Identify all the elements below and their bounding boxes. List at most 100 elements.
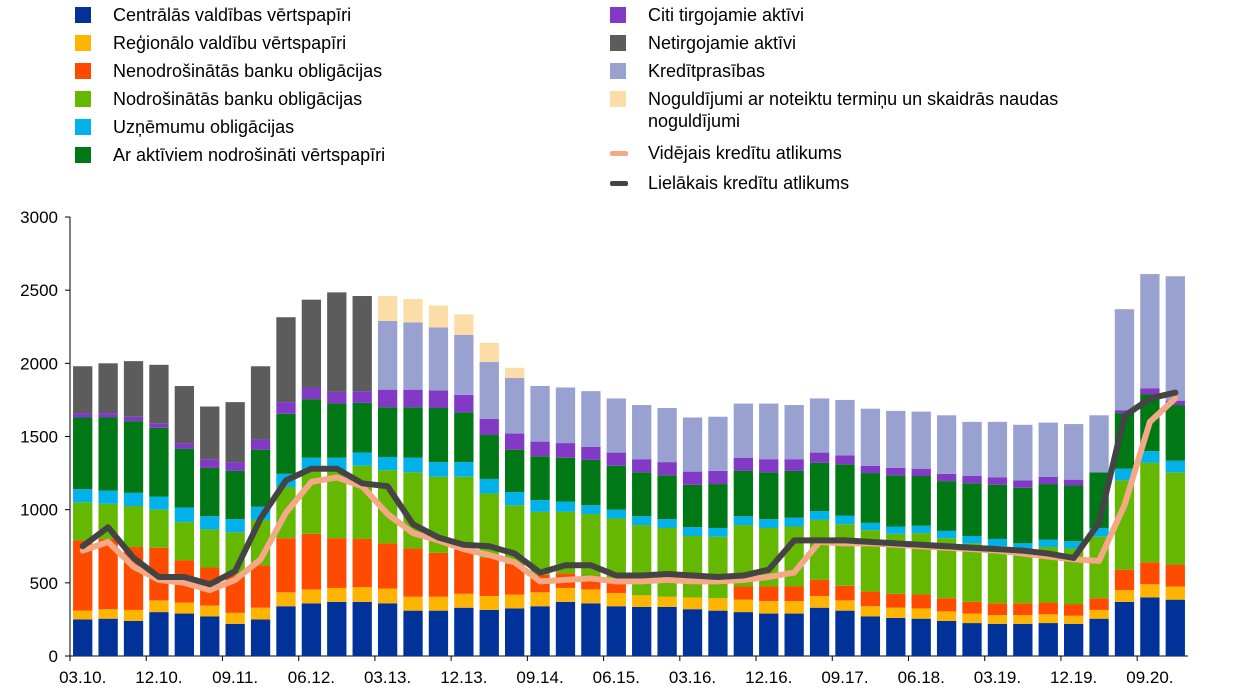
bar-segment xyxy=(1140,274,1160,389)
bar-segment xyxy=(250,449,271,507)
bar-segment xyxy=(377,456,398,471)
bar-segment xyxy=(581,391,601,447)
bar-segment xyxy=(403,298,423,323)
bar-segment xyxy=(327,391,347,404)
bar-segment xyxy=(123,421,144,493)
x-tick-label: 12.16. xyxy=(745,668,792,687)
bar-segment xyxy=(657,475,677,520)
bar-segment xyxy=(428,462,449,477)
bar-segment xyxy=(886,410,906,468)
bar-segment xyxy=(835,399,855,456)
bar-segment xyxy=(301,533,322,590)
bar-segment xyxy=(1038,476,1058,485)
bar-segment xyxy=(733,403,753,458)
bar-segment xyxy=(454,476,474,550)
bar-segment xyxy=(1089,609,1109,619)
bar-segment xyxy=(428,596,449,611)
bar-segment xyxy=(1165,472,1185,565)
bar-segment xyxy=(530,456,550,501)
bar-segment xyxy=(860,473,881,523)
bar-segment xyxy=(403,457,423,473)
bar-segment xyxy=(225,402,245,463)
x-tick-label: 09.11. xyxy=(212,668,258,687)
bar-segment xyxy=(784,517,804,527)
series-line xyxy=(79,389,1179,588)
bar-segment xyxy=(632,459,652,473)
x-tick-label: 12.13. xyxy=(440,668,487,687)
bar-segment xyxy=(98,417,118,491)
bar-segment xyxy=(1165,586,1185,600)
bar-segment xyxy=(809,579,830,597)
bar-segment xyxy=(911,525,931,534)
bar-segment xyxy=(581,505,601,515)
legend-swatch xyxy=(75,91,91,107)
bar-segment xyxy=(987,421,1008,478)
bar-segment xyxy=(1165,276,1185,401)
bar-segment xyxy=(73,619,93,656)
bar-segment xyxy=(276,317,296,403)
bar-segment xyxy=(606,465,626,510)
bar-segment xyxy=(835,515,855,525)
legend-label: Centrālās valdības vērtspapīri xyxy=(113,5,352,25)
bar-segment xyxy=(98,618,118,656)
bar-segment xyxy=(657,407,677,463)
bar-segment xyxy=(936,620,957,656)
bar-segment xyxy=(530,500,550,512)
bar-segment xyxy=(479,478,499,494)
bar-segment xyxy=(911,411,931,469)
bar-segment xyxy=(1140,451,1160,463)
bar-segment xyxy=(987,477,1008,485)
bar-segment xyxy=(200,605,220,617)
bar-segment xyxy=(809,452,830,463)
bar-segment xyxy=(1114,601,1135,656)
bar-segment xyxy=(530,511,550,575)
bar-segment xyxy=(149,496,169,510)
bar-segment xyxy=(886,533,906,594)
bar-segment xyxy=(479,609,499,656)
legend-swatch xyxy=(75,63,91,79)
bar-segment xyxy=(530,386,550,442)
bar-segment xyxy=(123,361,144,417)
bar-segment xyxy=(327,292,347,392)
bar-segment xyxy=(708,598,728,611)
bar-segment xyxy=(581,589,601,604)
bar-segment xyxy=(428,552,449,597)
bar-segment xyxy=(403,548,423,597)
bar-segment xyxy=(1165,405,1185,461)
bar-segment xyxy=(632,405,652,460)
bar-segment xyxy=(987,538,1008,547)
bar-segment xyxy=(962,543,982,602)
bar-segment xyxy=(352,538,372,588)
bar-segment xyxy=(936,611,957,621)
bar-segment xyxy=(225,519,245,533)
bar-segment xyxy=(250,565,271,608)
bar-segment xyxy=(225,470,245,520)
bar-segment xyxy=(250,607,271,620)
x-tick-label: 03.19. xyxy=(974,668,1021,687)
legend-label: Reģionālo valdību vērtspapīri xyxy=(113,33,347,53)
bar-segment xyxy=(225,612,245,624)
y-tick-label: 1000 xyxy=(20,501,58,520)
bar-segment xyxy=(200,529,220,568)
bar-segment xyxy=(555,387,576,444)
bar-segment xyxy=(987,546,1008,604)
bar-segment xyxy=(632,472,652,517)
bar-segment xyxy=(911,476,931,526)
bar-segment xyxy=(403,610,423,656)
bar-segment xyxy=(911,468,931,477)
bar-segment xyxy=(1114,480,1135,570)
bar-segment xyxy=(809,398,830,453)
bar-segment xyxy=(454,593,474,608)
bar-segment xyxy=(1038,539,1058,547)
bar-segment xyxy=(327,470,347,539)
series-line xyxy=(79,395,1179,594)
bar-segment xyxy=(657,606,677,656)
x-tick-label: 03.16. xyxy=(669,668,716,687)
bar-segment xyxy=(505,492,525,506)
bar-segment xyxy=(1064,424,1084,480)
bar-segment xyxy=(835,455,855,465)
bar-segment xyxy=(200,406,220,460)
bar-segment xyxy=(98,609,118,619)
bar-segment xyxy=(784,526,804,587)
bar-segment xyxy=(454,549,474,594)
